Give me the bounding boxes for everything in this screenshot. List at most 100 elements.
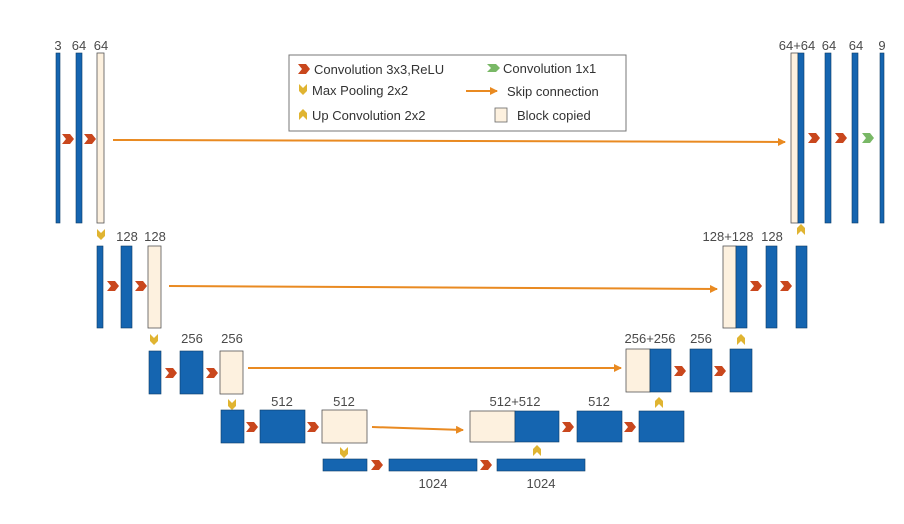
conv-block-d2b bbox=[795, 245, 808, 329]
skip-connections bbox=[112, 137, 786, 434]
conv-block-l4b bbox=[321, 409, 368, 444]
decoder-level4: 512+512 512 bbox=[469, 394, 685, 443]
upconv-block-d4 bbox=[514, 410, 560, 443]
pool-arrow-icon bbox=[228, 399, 236, 410]
conv-block-d4b bbox=[638, 410, 685, 443]
conv-arrow-icon bbox=[750, 281, 762, 291]
decoder-level2: 128+128 128 bbox=[703, 224, 808, 329]
conv-arrow-icon bbox=[135, 281, 147, 291]
channel-label-d1b: 64 bbox=[849, 38, 863, 53]
channel-label-l1a: 64 bbox=[72, 38, 86, 53]
pool-arrow-icon bbox=[97, 229, 105, 240]
conv-block-l3a bbox=[179, 350, 204, 395]
conv-arrow-icon bbox=[307, 422, 319, 432]
conv-arrow-icon bbox=[674, 366, 686, 376]
decoder-level3: 256+256 256 bbox=[625, 331, 753, 393]
channel-label-l1b: 64 bbox=[94, 38, 108, 53]
channel-label-input: 3 bbox=[54, 38, 61, 53]
channel-label-l4b: 512 bbox=[333, 394, 355, 409]
decoder-level1: 64+64 64 64 9 bbox=[779, 38, 886, 224]
conv1x1-arrow-icon bbox=[862, 133, 874, 143]
channel-label-bottom-b: 1024 bbox=[527, 476, 556, 491]
copied-block-d2 bbox=[722, 245, 737, 329]
upconv-arrow-icon bbox=[797, 224, 805, 235]
conv1x1-legend-icon bbox=[487, 64, 500, 72]
channel-label-d1-concat: 64+64 bbox=[779, 38, 816, 53]
legend-conv1x1-label: Convolution 1x1 bbox=[503, 61, 596, 76]
conv-arrow-icon bbox=[714, 366, 726, 376]
conv-arrow-icon bbox=[62, 134, 74, 144]
channel-label-output: 9 bbox=[878, 38, 885, 53]
conv-block-l4a bbox=[259, 409, 306, 444]
conv-arrow-icon bbox=[808, 133, 820, 143]
conv-block-d1b bbox=[851, 52, 859, 224]
conv-block-l1b bbox=[96, 52, 105, 224]
upconv-block-d3 bbox=[649, 348, 672, 393]
conv-block-d3b bbox=[729, 348, 753, 393]
legend-frame bbox=[288, 54, 627, 132]
conv-arrow-icon bbox=[562, 422, 574, 432]
upconv-block-d2 bbox=[735, 245, 748, 329]
conv-block-l3b bbox=[219, 350, 244, 395]
upconv-arrow-icon bbox=[655, 397, 663, 408]
conv-block-l2a bbox=[120, 245, 133, 329]
channel-label-d3-concat: 256+256 bbox=[625, 331, 676, 346]
conv-block-l2-in bbox=[96, 245, 104, 329]
conv-block-l1a bbox=[75, 52, 83, 224]
channel-label-l3b: 256 bbox=[221, 331, 243, 346]
legend-maxpool-label: Max Pooling 2x2 bbox=[312, 83, 408, 98]
input-block bbox=[55, 52, 61, 224]
encoder-level2: 128 128 bbox=[96, 229, 166, 345]
conv-arrow-icon bbox=[624, 422, 636, 432]
copied-block-d4 bbox=[469, 410, 516, 443]
conv-block-l2b bbox=[147, 245, 162, 329]
copied-legend-icon bbox=[494, 107, 508, 123]
conv-arrow-icon bbox=[480, 460, 492, 470]
channel-label-d1a: 64 bbox=[822, 38, 836, 53]
channel-label-d2-conv: 128 bbox=[761, 229, 783, 244]
conv-arrow-icon bbox=[835, 133, 847, 143]
upconv-arrow-icon bbox=[737, 334, 745, 345]
channel-label-l2b: 128 bbox=[144, 229, 166, 244]
channel-label-d4-conv: 512 bbox=[588, 394, 610, 409]
conv-arrow-icon bbox=[246, 422, 258, 432]
conv-arrow-icon bbox=[165, 368, 177, 378]
channel-label-l4a: 512 bbox=[271, 394, 293, 409]
legend-upconv-label: Up Convolution 2x2 bbox=[312, 108, 425, 123]
encoder-level3: 256 256 bbox=[148, 331, 244, 410]
bottleneck: 1024 1024 bbox=[322, 445, 586, 491]
channel-label-d2-concat: 128+128 bbox=[703, 229, 754, 244]
conv-arrow-icon bbox=[780, 281, 792, 291]
channel-label-l3a: 256 bbox=[181, 331, 203, 346]
conv-block-bottom-a bbox=[388, 458, 478, 472]
legend-copied-label: Block copied bbox=[517, 108, 591, 123]
copied-block-d1 bbox=[790, 52, 799, 224]
channel-label-d4-concat: 512+512 bbox=[490, 394, 541, 409]
pool-arrow-icon bbox=[340, 447, 348, 458]
conv-arrow-icon bbox=[371, 460, 383, 470]
channel-label-bottom-a: 1024 bbox=[419, 476, 448, 491]
encoder-level1: 3 64 64 bbox=[54, 38, 108, 240]
conv-block-d1a bbox=[824, 52, 832, 224]
upconv-legend-icon bbox=[299, 109, 307, 120]
conv-arrow-icon bbox=[206, 368, 218, 378]
conv-block-d2a bbox=[765, 245, 778, 329]
copied-block-d3 bbox=[625, 348, 651, 393]
conv-block-l3-in bbox=[148, 350, 162, 395]
conv-legend-icon bbox=[298, 64, 310, 74]
skip-arrow-level2 bbox=[168, 284, 718, 293]
pool-arrow-icon bbox=[150, 334, 158, 345]
legend: Convolution 3x3,ReLU Max Pooling 2x2 Up … bbox=[288, 54, 627, 132]
upconv-block-d1 bbox=[797, 52, 805, 224]
conv-arrow-icon bbox=[84, 134, 96, 144]
conv-block-d4a bbox=[576, 410, 623, 443]
channel-label-d3-conv: 256 bbox=[690, 331, 712, 346]
conv-block-bottom-in bbox=[322, 458, 368, 472]
encoder-level4: 512 512 bbox=[220, 394, 368, 458]
channel-label-l2a: 128 bbox=[116, 229, 138, 244]
conv-arrow-icon bbox=[107, 281, 119, 291]
legend-skip-label: Skip connection bbox=[507, 84, 599, 99]
skip-arrow-level1 bbox=[112, 137, 786, 146]
pool-legend-icon bbox=[299, 84, 307, 95]
